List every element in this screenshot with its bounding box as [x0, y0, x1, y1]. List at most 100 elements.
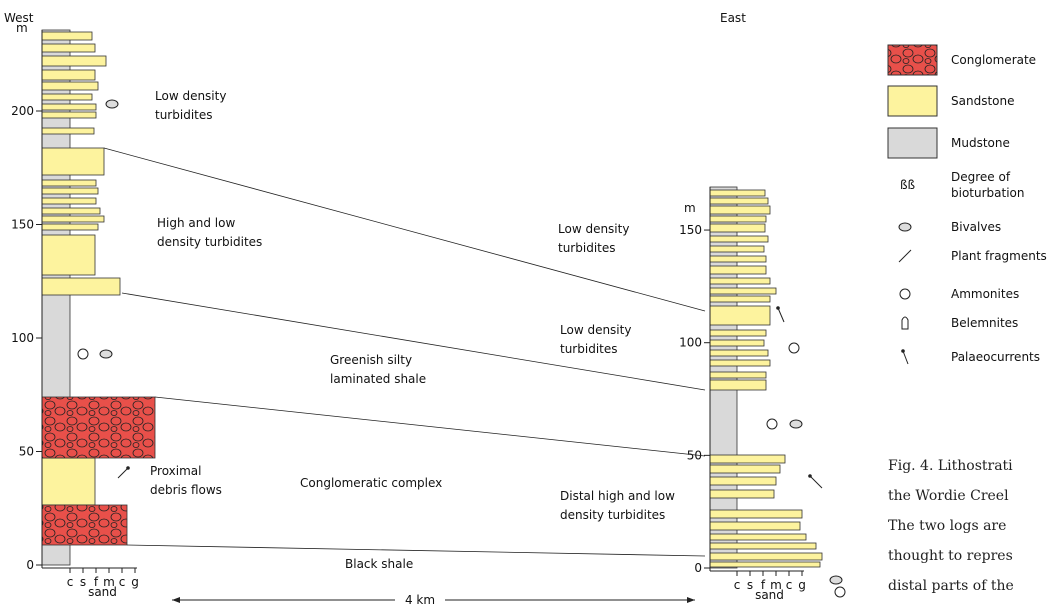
sandstone-bed — [710, 330, 766, 336]
sandstone-bed — [42, 188, 98, 194]
palaeocurrent-arrow — [118, 468, 128, 478]
sandstone-bed — [42, 104, 96, 110]
tick-label: 150 — [11, 218, 34, 232]
annotation: debris flows — [150, 483, 222, 497]
caption-line: Fig. 4. Lithostrati — [888, 458, 1013, 474]
sandstone-bed — [710, 288, 776, 294]
sandstone-bed — [710, 296, 770, 302]
bivalve-symbol — [100, 350, 112, 358]
sandstone-bed — [710, 534, 806, 540]
legend-swatch — [888, 86, 937, 116]
arrow-head — [776, 306, 780, 310]
sandstone-bed — [710, 278, 770, 284]
sandstone-bed — [710, 198, 768, 204]
tick-label: 150 — [679, 223, 702, 237]
annotation: High and low — [157, 216, 235, 230]
annotation: Low density — [558, 222, 629, 236]
legend-label: Palaeocurrents — [951, 350, 1040, 364]
legend-symbol — [899, 223, 911, 231]
arrow-head — [808, 474, 812, 478]
arrow-head — [126, 466, 130, 470]
sandstone-bed — [710, 553, 822, 560]
arrow-head — [901, 349, 905, 353]
annotation: laminated shale — [330, 372, 426, 386]
annotation: Proximal — [150, 464, 201, 478]
tick-label: 200 — [11, 104, 34, 118]
legend-symbol: ßß — [900, 178, 916, 192]
legend-symbol — [902, 317, 908, 329]
sandstone-bed — [710, 562, 820, 567]
annotation: Low density — [155, 89, 226, 103]
sandstone-bed — [710, 510, 802, 518]
sandstone-bed — [42, 128, 94, 134]
legend-label: Sandstone — [951, 94, 1014, 108]
legend-label: Ammonites — [951, 287, 1019, 301]
legend-symbol — [900, 289, 910, 299]
bivalve-symbol — [830, 576, 842, 584]
grain-label: g — [131, 575, 139, 589]
tick-label: 50 — [19, 445, 34, 459]
legend-label: bioturbation — [951, 186, 1025, 200]
sandstone-bed — [710, 380, 766, 390]
annotation: turbidites — [558, 241, 616, 255]
sandstone-bed — [710, 360, 770, 366]
sandstone-bed — [710, 236, 768, 242]
sandstone-bed — [42, 70, 95, 80]
sandstone-bed — [710, 216, 766, 222]
sandstone-bed — [710, 522, 800, 530]
ammonite-symbol — [78, 349, 88, 359]
sandstone-bed — [710, 190, 765, 196]
correlation-line — [155, 397, 705, 456]
grain-label: g — [798, 578, 806, 592]
bivalve-symbol — [790, 420, 802, 428]
sandstone-bed — [710, 543, 816, 549]
legend-swatch — [888, 45, 937, 75]
sandstone-bed — [710, 490, 774, 498]
sandstone-bed — [42, 180, 96, 186]
annotation: Low density — [560, 323, 631, 337]
ammonite-symbol — [835, 587, 845, 597]
sandstone-bed — [42, 216, 104, 222]
legend-label: Plant fragments — [951, 249, 1047, 263]
annotation: turbidites — [155, 108, 213, 122]
sandstone-bed — [710, 266, 766, 274]
legend-label: Belemnites — [951, 316, 1018, 330]
sandstone-bed — [42, 278, 120, 295]
annotation: density turbidites — [560, 508, 665, 522]
sandstone-bed — [42, 224, 98, 230]
sandstone-bed — [42, 198, 96, 204]
sandstone-bed — [710, 224, 765, 232]
palaeocurrent-arrow — [810, 476, 822, 488]
grain-group-label: sand — [88, 585, 117, 599]
annotation: Black shale — [345, 557, 413, 571]
grain-label: c — [734, 578, 741, 592]
legend-label: Degree of — [951, 170, 1011, 184]
grain-label: c — [119, 575, 126, 589]
grain-group-label: sand — [755, 588, 784, 602]
sandstone-bed — [42, 56, 106, 66]
legend-symbol — [899, 250, 911, 262]
bivalve-symbol — [106, 100, 118, 108]
sandstone-bed — [42, 44, 95, 52]
caption-line: The two logs are — [888, 518, 1006, 534]
sandstone-bed — [710, 256, 766, 262]
sandstone-bed — [710, 350, 768, 356]
sandstone-bed — [42, 94, 92, 100]
grain-label: c — [67, 575, 74, 589]
palaeocurrent-arrow — [778, 308, 784, 322]
sandstone-bed — [710, 465, 780, 473]
depth-unit: m — [684, 201, 696, 215]
annotation: Greenish silty — [330, 353, 412, 367]
legend-symbol — [903, 351, 908, 364]
conglomerate-bed — [42, 505, 127, 545]
annotation: Conglomeratic complex — [300, 476, 442, 490]
sandstone-bed — [710, 246, 764, 252]
grain-label: s — [80, 575, 86, 589]
tick-label: 100 — [679, 336, 702, 350]
conglomerate-bed — [42, 397, 155, 458]
sandstone-bed — [42, 208, 100, 214]
correlation-line — [127, 545, 705, 556]
legend-label: Conglomerate — [951, 53, 1036, 67]
sandstone-bed — [42, 148, 104, 175]
